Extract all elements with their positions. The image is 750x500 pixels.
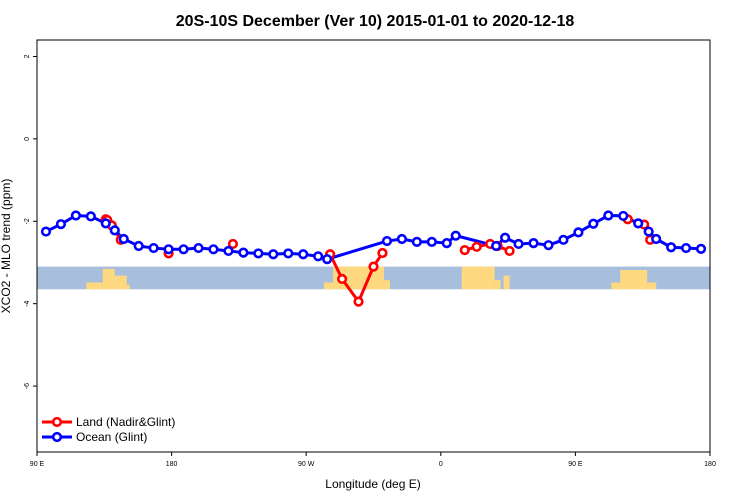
plot-frame — [36, 39, 711, 453]
data-point-1 — [588, 218, 599, 229]
data-point-1 — [193, 242, 204, 254]
land-patch — [620, 269, 648, 290]
data-point-1 — [208, 244, 219, 255]
legend-marker — [51, 431, 63, 443]
data-point-1 — [148, 242, 159, 254]
y-axis-label: XCO2 - MLO trend (ppm) — [0, 179, 13, 314]
data-point-1 — [70, 210, 81, 221]
data-point-1 — [680, 242, 692, 254]
x-tick-label: 0 — [439, 461, 443, 468]
data-point-1 — [268, 249, 279, 260]
data-point-1 — [163, 244, 174, 255]
x-tick-label: 90 E — [568, 461, 583, 468]
data-point-1 — [651, 233, 662, 245]
land-patch — [611, 282, 621, 290]
data-point-1 — [666, 242, 677, 253]
data-point-1 — [633, 218, 644, 229]
data-point-1 — [513, 238, 524, 250]
x-axis-label: Longitude (deg E) — [325, 477, 420, 491]
legend-label: Ocean (Glint) — [76, 430, 147, 444]
data-point-1 — [253, 248, 264, 259]
x-tick-label: 90 E — [30, 461, 45, 468]
data-point-1 — [643, 226, 654, 237]
data-point-1 — [381, 235, 393, 247]
data-point-0 — [353, 296, 364, 307]
data-point-0 — [227, 238, 239, 250]
x-tick-label: 90 W — [298, 461, 315, 468]
y-tick-label: -6 — [24, 383, 31, 389]
data-point-1 — [178, 244, 189, 255]
x-tick-label: 180 — [704, 461, 716, 468]
data-point-1 — [118, 233, 129, 245]
series-layer — [40, 210, 707, 307]
data-point-1 — [426, 236, 437, 247]
land-patch — [86, 282, 103, 290]
data-point-1 — [313, 251, 324, 262]
data-point-1 — [528, 238, 539, 249]
data-point-1 — [55, 219, 67, 230]
data-point-1 — [322, 254, 333, 265]
data-point-1 — [441, 238, 452, 249]
data-point-1 — [491, 240, 502, 252]
data-point-0 — [459, 245, 470, 256]
legend-label: Land (Nadir&Glint) — [76, 415, 175, 429]
x-axis: 90 E 180 90 W 0 90 E 180 — [30, 452, 716, 468]
data-point-0 — [471, 241, 482, 252]
data-point-0 — [377, 247, 388, 259]
data-point-1 — [450, 230, 461, 241]
data-point-1 — [223, 245, 234, 257]
legend: Land (Nadir&Glint)Ocean (Glint) — [42, 415, 175, 444]
data-point-0 — [368, 261, 379, 272]
land-patch — [494, 280, 501, 290]
data-point-1 — [100, 218, 111, 229]
y-tick-label: 0 — [24, 137, 31, 141]
data-point-1 — [298, 249, 309, 260]
data-point-1 — [283, 248, 294, 259]
land-patch — [126, 284, 130, 290]
data-point-1 — [603, 210, 614, 221]
y-axis: 2 0 -2 -4 -6 — [24, 54, 37, 389]
land-patch — [324, 282, 334, 290]
data-point-0 — [336, 273, 348, 285]
data-point-1 — [40, 226, 52, 237]
chart-title: 20S-10S December (Ver 10) 2015-01-01 to … — [176, 13, 575, 30]
y-tick-label: -4 — [24, 300, 31, 306]
land-patch — [461, 266, 495, 290]
series-line-1 — [45, 213, 702, 261]
data-point-1 — [85, 211, 96, 222]
y-tick-label: 2 — [24, 54, 31, 58]
data-point-1 — [618, 210, 629, 222]
data-point-1 — [500, 232, 511, 243]
data-point-1 — [411, 236, 422, 247]
land-patch — [102, 268, 115, 290]
data-point-1 — [238, 247, 249, 258]
data-point-1 — [543, 240, 554, 251]
data-point-1 — [558, 234, 569, 245]
data-point-0 — [504, 245, 515, 257]
land-patch — [503, 275, 510, 290]
x-tick-label: 180 — [166, 461, 178, 468]
data-point-1 — [109, 225, 120, 236]
data-point-1 — [573, 227, 584, 238]
legend-marker — [51, 416, 63, 428]
data-point-1 — [695, 243, 707, 254]
land-patch — [114, 275, 127, 290]
y-tick-label: -2 — [24, 218, 31, 224]
land-patch — [383, 280, 390, 290]
land-patch — [647, 282, 657, 290]
data-point-1 — [396, 233, 408, 245]
data-point-1 — [133, 240, 144, 252]
